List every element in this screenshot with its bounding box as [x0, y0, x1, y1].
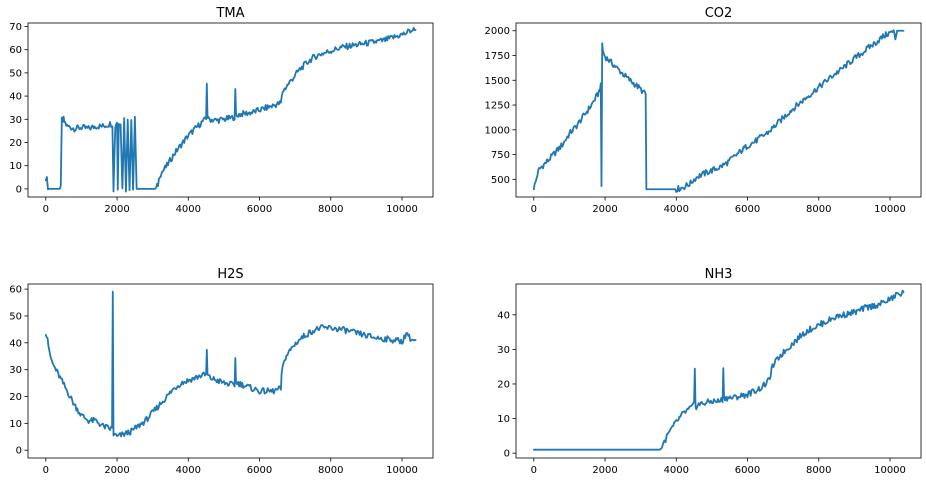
- tma-x-tick-label: 8000: [318, 204, 343, 215]
- co2-x-tick-label: 6000: [735, 204, 760, 215]
- subplot-h2s: 0 2000 4000 6000 8000 10000 0 10 20 30 40 50 60 H2S: [9, 267, 434, 476]
- co2-x-tick-label: 4000: [664, 204, 689, 215]
- tma-x-tick-label: 0: [43, 204, 49, 215]
- subplot-tma: 0 2000 4000 6000 8000 10000 0 10 20 30 40 50 60 70 TMA: [9, 6, 434, 215]
- tma-y-tick-label: 0: [16, 184, 22, 195]
- tma-y-tick-label: 30: [9, 115, 22, 126]
- nh3-x-tick-label: 4000: [664, 465, 689, 476]
- tma-chart-title: TMA: [215, 6, 244, 21]
- tma-axes-frame: [27, 22, 434, 198]
- subplot-co2: 0 2000 4000 6000 8000 10000 500 750 1000 1250 1500…: [485, 6, 922, 215]
- co2-series-line: [532, 29, 905, 193]
- h2s-y-tick-label: 10: [9, 419, 22, 430]
- co2-axes-frame: [515, 22, 922, 198]
- co2-y-tick-label: 2000: [485, 26, 510, 37]
- co2-y-tick-label: 1000: [485, 125, 510, 136]
- nh3-series-line: [532, 289, 905, 451]
- h2s-series-line: [44, 290, 417, 438]
- nh3-y-tick-label: 20: [497, 379, 510, 390]
- co2-y-tick-label: 1500: [485, 76, 510, 87]
- nh3-x-tick-label: 8000: [806, 465, 831, 476]
- h2s-y-tick-label: 30: [9, 365, 22, 376]
- h2s-x-tick-label: 2000: [104, 465, 129, 476]
- nh3-chart-title: NH3: [705, 267, 733, 282]
- nh3-y-tick-label: 0: [504, 449, 510, 460]
- h2s-y-tick-label: 50: [9, 311, 22, 322]
- h2s-x-tick-label: 6000: [247, 465, 272, 476]
- h2s-y-tick-label: 0: [16, 446, 22, 457]
- co2-y-tick-label: 500: [491, 175, 510, 186]
- h2s-chart-title: H2S: [217, 267, 243, 282]
- co2-chart-title: CO2: [705, 6, 733, 21]
- co2-x-tick-label: 8000: [806, 204, 831, 215]
- tma-series-line: [44, 26, 417, 193]
- h2s-axes-frame: [27, 283, 434, 459]
- h2s-x-tick-label: 0: [43, 465, 49, 476]
- tma-x-tick-label: 4000: [176, 204, 201, 215]
- co2-y-tick-label: 750: [491, 150, 510, 161]
- tma-y-tick-label: 50: [9, 68, 22, 79]
- nh3-y-tick-label: 40: [497, 310, 510, 321]
- co2-y-tick-label: 1750: [485, 51, 510, 62]
- h2s-y-tick-label: 60: [9, 285, 22, 296]
- nh3-x-tick-label: 2000: [592, 465, 617, 476]
- tma-y-tick-label: 40: [9, 92, 22, 103]
- co2-x-tick-label: 2000: [592, 204, 617, 215]
- co2-x-tick-label: 10000: [874, 204, 906, 215]
- tma-x-tick-label: 10000: [386, 204, 418, 215]
- tma-x-tick-label: 6000: [247, 204, 272, 215]
- tma-y-tick-label: 10: [9, 161, 22, 172]
- h2s-y-tick-label: 20: [9, 392, 22, 403]
- nh3-axes-frame: [515, 283, 922, 459]
- tma-y-tick-label: 20: [9, 138, 22, 149]
- tma-y-tick-label: 60: [9, 45, 22, 56]
- nh3-y-tick-label: 10: [497, 414, 510, 425]
- nh3-x-tick-label: 10000: [874, 465, 906, 476]
- subplot-nh3: 0 2000 4000 6000 8000 10000 0 10 20 30 40 NH3: [497, 267, 922, 476]
- co2-x-tick-label: 0: [531, 204, 537, 215]
- co2-y-tick-label: 1250: [485, 101, 510, 112]
- h2s-x-tick-label: 4000: [176, 465, 201, 476]
- h2s-y-tick-label: 40: [9, 338, 22, 349]
- nh3-x-tick-label: 6000: [735, 465, 760, 476]
- h2s-x-tick-label: 8000: [318, 465, 343, 476]
- tma-y-tick-label: 70: [9, 22, 22, 33]
- h2s-x-tick-label: 10000: [386, 465, 418, 476]
- nh3-y-tick-label: 30: [497, 345, 510, 356]
- tma-x-tick-label: 2000: [104, 204, 129, 215]
- nh3-x-tick-label: 0: [531, 465, 537, 476]
